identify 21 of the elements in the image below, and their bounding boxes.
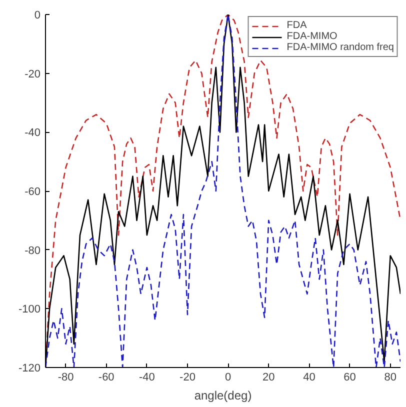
y-tick-label: -80 bbox=[24, 244, 41, 257]
x-tick-label: -60 bbox=[98, 372, 114, 384]
legend-label: FDA-MIMO random freq bbox=[286, 42, 394, 53]
line-series bbox=[46, 14, 400, 368]
x-tick-label: 0 bbox=[225, 372, 232, 384]
y-tick-label: 0 bbox=[34, 10, 41, 22]
y-tick-label: -20 bbox=[24, 68, 41, 80]
x-axis-title: angle(deg) bbox=[194, 388, 252, 402]
x-tick-label: 20 bbox=[262, 372, 275, 384]
y-tick-label: -60 bbox=[24, 186, 41, 198]
x-tick-label: -40 bbox=[138, 372, 155, 384]
legend-label: FDA-MIMO bbox=[286, 31, 338, 42]
x-tick-label: -20 bbox=[180, 372, 196, 384]
x-tick-label: 80 bbox=[384, 372, 396, 384]
x-tick-label: 60 bbox=[344, 372, 356, 384]
y-tick-label: -100 bbox=[18, 304, 41, 316]
x-tick-label: -80 bbox=[58, 372, 74, 384]
y-tick-label: -120 bbox=[18, 362, 41, 374]
legend-label: FDA bbox=[286, 20, 307, 31]
y-tick-label: -40 bbox=[24, 127, 41, 140]
x-tick-label: 40 bbox=[303, 372, 316, 384]
